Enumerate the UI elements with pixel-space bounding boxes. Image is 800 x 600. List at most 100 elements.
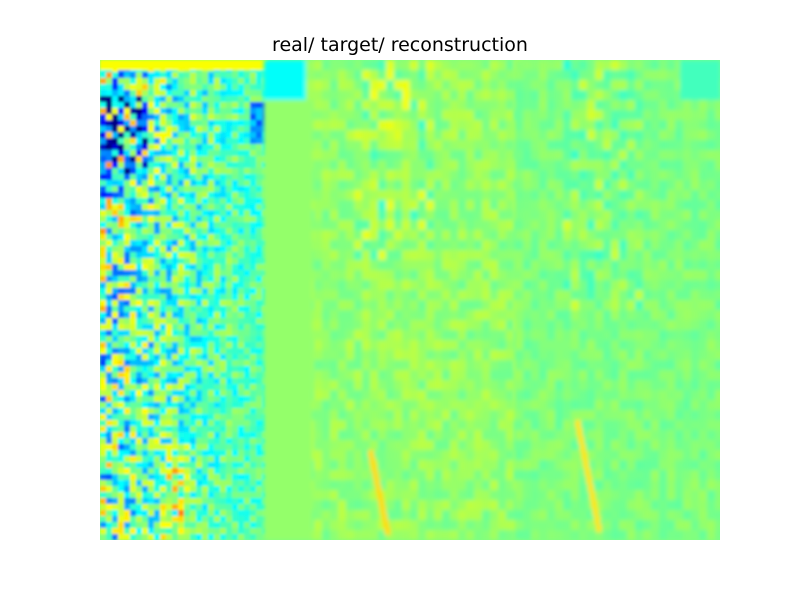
heatmap-cell	[214, 168, 220, 174]
heatmap-cell	[410, 530, 418, 540]
heatmap-cell	[539, 270, 547, 280]
heatmap-cell	[100, 192, 106, 198]
heatmap-cell	[539, 410, 547, 420]
heatmap-cell	[555, 520, 563, 530]
heatmap-cell	[184, 312, 190, 318]
heatmap-cell	[214, 396, 220, 402]
heatmap-cell	[547, 160, 555, 170]
heatmap-cell	[202, 312, 208, 318]
heatmap-cell	[166, 102, 172, 108]
heatmap-cell	[244, 504, 250, 510]
heatmap-cell	[196, 180, 202, 186]
heatmap-cell	[256, 378, 262, 384]
heatmap-cell	[659, 390, 667, 400]
heatmap-cell	[112, 234, 118, 240]
heatmap-cell	[172, 132, 178, 138]
heatmap-cell	[130, 102, 136, 108]
heatmap-cell	[523, 100, 531, 110]
heatmap-cell	[226, 132, 232, 138]
heatmap-cell	[490, 160, 498, 170]
heatmap-cell	[196, 240, 202, 246]
heatmap-cell	[250, 138, 256, 144]
heatmap-cell	[314, 200, 322, 210]
heatmap-cell	[370, 430, 378, 440]
heatmap-cell	[148, 84, 154, 90]
heatmap-cell	[523, 350, 531, 360]
heatmap-cell	[136, 468, 142, 474]
heatmap-cell	[715, 490, 720, 500]
heatmap-cell	[466, 510, 474, 520]
heatmap-cell	[214, 84, 220, 90]
heatmap-cell	[202, 480, 208, 486]
heatmap-cell	[627, 220, 635, 230]
heatmap-cell	[450, 120, 458, 130]
heatmap-cell	[238, 168, 244, 174]
heatmap-cell	[112, 492, 118, 498]
heatmap-cell	[184, 486, 190, 492]
heatmap-cell	[214, 534, 220, 540]
heatmap-cell	[675, 270, 683, 280]
heatmap-cell	[354, 370, 362, 380]
heatmap-cell	[531, 340, 539, 350]
heatmap-cell	[659, 500, 667, 510]
heatmap-cell	[386, 300, 394, 310]
heatmap-cell	[691, 470, 699, 480]
heatmap-cell	[667, 160, 675, 170]
heatmap-cell	[148, 354, 154, 360]
heatmap-cell	[244, 282, 250, 288]
heatmap-cell	[166, 90, 172, 96]
heatmap-cell	[238, 258, 244, 264]
heatmap-cell	[675, 210, 683, 220]
heatmap-cell	[555, 150, 563, 160]
heatmap-cell	[112, 282, 118, 288]
heatmap-cell	[178, 342, 184, 348]
heatmap-cell	[314, 500, 322, 510]
heatmap-cell	[190, 276, 196, 282]
heatmap-cell	[256, 90, 262, 96]
heatmap-cell	[490, 400, 498, 410]
heatmap-cell	[208, 162, 214, 168]
heatmap-cell	[314, 230, 322, 240]
heatmap-cell	[482, 500, 490, 510]
heatmap-cell	[635, 240, 643, 250]
heatmap-cell	[434, 480, 442, 490]
heatmap-cell	[587, 450, 595, 460]
heatmap-cell	[190, 414, 196, 420]
heatmap-cell	[130, 516, 136, 522]
heatmap-cell	[402, 260, 410, 270]
heatmap-cell	[426, 60, 434, 70]
heatmap-cell	[250, 72, 256, 78]
heatmap-cell	[142, 516, 148, 522]
heatmap-cell	[136, 306, 142, 312]
heatmap-cell	[482, 190, 490, 200]
heatmap-cell	[410, 200, 418, 210]
heatmap-cell	[118, 480, 124, 486]
heatmap-cell	[208, 228, 214, 234]
heatmap-cell	[118, 384, 124, 390]
heatmap-cell	[172, 528, 178, 534]
heatmap-cell	[154, 276, 160, 282]
heatmap-cell	[124, 492, 130, 498]
heatmap-cell	[386, 290, 394, 300]
heatmap-cell	[643, 80, 651, 90]
heatmap-cell	[715, 480, 720, 490]
heatmap-cell	[370, 130, 378, 140]
heatmap-cell	[346, 520, 354, 530]
heatmap-cell	[154, 282, 160, 288]
heatmap-cell	[196, 222, 202, 228]
heatmap-cell	[142, 510, 148, 516]
heatmap-cell	[244, 480, 250, 486]
heatmap-cell	[715, 380, 720, 390]
heatmap-cell	[166, 282, 172, 288]
heatmap-cell	[627, 90, 635, 100]
heatmap-cell	[338, 430, 346, 440]
heatmap-cell	[458, 310, 466, 320]
heatmap-cell	[506, 300, 514, 310]
heatmap-cell	[675, 250, 683, 260]
heatmap-cell	[238, 378, 244, 384]
heatmap-cell	[603, 70, 611, 80]
heatmap-cell	[330, 80, 338, 90]
heatmap-cell	[148, 390, 154, 396]
heatmap-cell	[154, 342, 160, 348]
heatmap-cell	[458, 270, 466, 280]
